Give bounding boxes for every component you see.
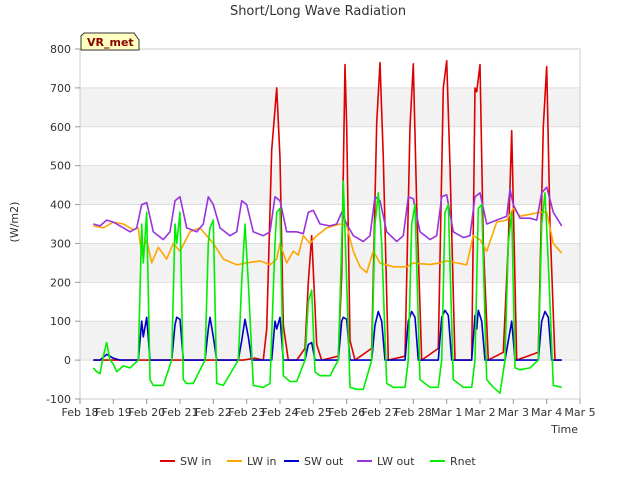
series-line-rnet [92, 180, 562, 394]
y-axis-ticks: -100 0 100 200 300 400 500 600 700 800 [46, 43, 80, 406]
y-tick-label: 800 [50, 43, 71, 56]
x-axis-label: Time [550, 423, 578, 436]
y-tick-label: 200 [50, 276, 71, 289]
y-tick-label: -100 [46, 393, 71, 406]
x-tick-label: Feb 19 [95, 406, 132, 419]
x-tick-label: Feb 26 [328, 406, 365, 419]
legend-label: Rnet [450, 455, 476, 468]
legend: SW in LW in SW out LW out Rnet [160, 455, 476, 468]
series-line-sw-out [93, 309, 562, 361]
x-tick-label: Feb 27 [362, 406, 399, 419]
x-tick-label: Mar 3 [498, 406, 529, 419]
y-tick-label: 0 [64, 354, 71, 367]
grid-band [80, 165, 580, 205]
legend-label: SW out [304, 455, 344, 468]
grid-band [80, 87, 580, 127]
plot-frame [79, 48, 581, 400]
x-tick-label: Mar 1 [431, 406, 462, 419]
legend-label: LW out [377, 455, 415, 468]
station-badge: VR_met [80, 32, 140, 51]
series-line-lw-out [93, 186, 563, 243]
y-tick-label: 500 [50, 160, 71, 173]
x-tick-label: Feb 24 [262, 406, 299, 419]
y-axis-label: (W/m2) [8, 202, 21, 243]
x-tick-label: Mar 2 [464, 406, 495, 419]
x-tick-label: Mar 4 [531, 406, 562, 419]
x-tick-label: Feb 22 [195, 406, 232, 419]
chart-title: Short/Long Wave Radiation [230, 4, 406, 19]
y-tick-label: 700 [50, 82, 71, 95]
x-tick-label: Feb 28 [395, 406, 432, 419]
y-tick-label: 300 [50, 237, 71, 250]
y-tick-label: 400 [50, 199, 71, 212]
station-badge-text: VR_met [87, 36, 134, 49]
x-tick-label: Feb 25 [295, 406, 332, 419]
legend-label: LW in [247, 455, 277, 468]
y-tick-label: 600 [50, 121, 71, 134]
x-tick-label: Feb 18 [62, 406, 99, 419]
x-tick-label: Feb 23 [228, 406, 265, 419]
grid-band [80, 243, 580, 283]
grid-bands [80, 87, 580, 361]
y-tick-label: 100 [50, 315, 71, 328]
series-line-lw-in [93, 207, 563, 274]
x-tick-label: Feb 21 [162, 406, 199, 419]
series-layer [92, 59, 563, 394]
x-tick-label: Mar 5 [564, 406, 595, 419]
legend-label: SW in [180, 455, 211, 468]
grid-band [80, 321, 580, 361]
x-tick-label: Feb 20 [128, 406, 165, 419]
